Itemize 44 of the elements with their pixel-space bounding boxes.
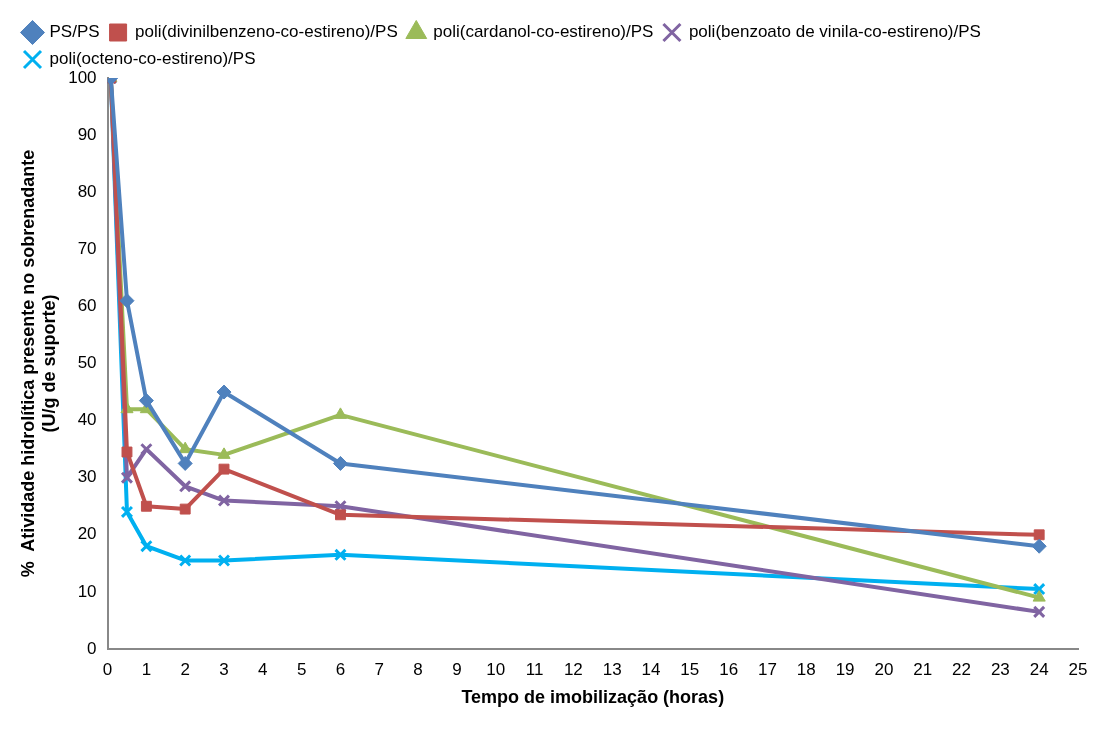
y-tick-label: 40 xyxy=(77,410,97,430)
x-tick-label: 4 xyxy=(258,659,268,679)
legend-label: poli(divinilbenzeno-co-estireno)/PS xyxy=(135,22,398,42)
x-tick-label: 17 xyxy=(758,659,777,679)
x-tick-label: 15 xyxy=(680,659,700,679)
y-axis-title: % Atividade hidrolítica presente no sobrenadante (U/g de suporte) xyxy=(17,149,60,578)
legend-label: poli(benzoato de vinila-co-estireno)/PS xyxy=(688,22,981,42)
x-tick-label: 21 xyxy=(913,659,933,679)
x-tick-label: 10 xyxy=(486,659,506,679)
x-tick-label: 0 xyxy=(102,659,113,679)
x-tick-label: 19 xyxy=(835,659,855,679)
x-tick-label: 3 xyxy=(219,659,229,679)
x-tick-label: 25 xyxy=(1068,659,1088,679)
x-tick-label: 2 xyxy=(180,659,190,679)
x-tick-label: 24 xyxy=(1029,659,1049,679)
x-tick-label: 9 xyxy=(452,659,462,679)
legend-label: poli(cardanol-co-estireno)/PS xyxy=(433,22,654,42)
x-tick-label: 18 xyxy=(796,659,816,679)
x-tick-label: 23 xyxy=(990,659,1010,679)
y-tick-label: 80 xyxy=(77,181,97,201)
x-tick-label: 14 xyxy=(641,659,661,679)
x-tick-label: 6 xyxy=(335,659,346,679)
x-tick-label: 7 xyxy=(374,659,385,679)
x-tick-label: 20 xyxy=(874,659,894,679)
x-tick-label: 22 xyxy=(952,659,972,679)
x-tick-label: 5 xyxy=(296,659,307,679)
y-tick-label: 60 xyxy=(77,296,97,316)
y-tick-label: 100 xyxy=(68,67,97,87)
y-tick-label: 10 xyxy=(77,581,97,601)
legend-label: poli(octeno-co-estireno)/PS xyxy=(49,49,256,69)
y-tick-label: 20 xyxy=(77,524,97,544)
x-tick-label: 12 xyxy=(563,659,583,679)
x-tick-label: 13 xyxy=(602,659,622,679)
x-tick-label: 16 xyxy=(719,659,739,679)
y-tick-label: 70 xyxy=(77,238,97,258)
y-tick-label: 0 xyxy=(87,638,97,658)
x-axis-title: Tempo de imobilização (horas) xyxy=(461,687,725,708)
legend-label: PS/PS xyxy=(49,22,100,42)
x-tick-label: 8 xyxy=(413,659,423,679)
y-tick-label: 90 xyxy=(77,124,97,144)
x-tick-label: 1 xyxy=(141,659,152,679)
y-tick-label: 30 xyxy=(77,467,97,487)
x-tick-label: 11 xyxy=(525,659,544,679)
y-tick-label: 50 xyxy=(77,353,97,373)
